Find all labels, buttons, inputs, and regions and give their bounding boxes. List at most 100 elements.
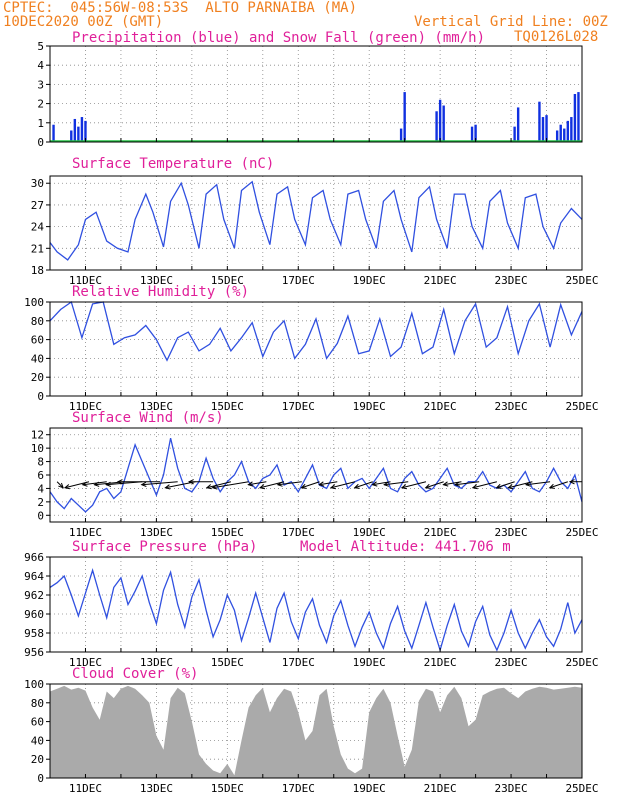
x-tick-label: 21DEC xyxy=(424,400,457,413)
wind-arrow-head xyxy=(58,482,64,489)
wind-arrow xyxy=(140,481,178,487)
x-tick-label: 15DEC xyxy=(211,782,244,795)
x-tick-label: 19DEC xyxy=(353,274,386,287)
y-tick-label: 20 xyxy=(31,371,44,384)
x-tick-label: 15DEC xyxy=(211,526,244,539)
y-tick-label: 0 xyxy=(37,509,44,522)
wind-arrow xyxy=(116,479,160,485)
y-tick-label: 24 xyxy=(31,221,45,234)
header-code: TQ0126L028 xyxy=(514,29,599,45)
x-tick-label: 11DEC xyxy=(69,274,102,287)
y-tick-label: 2 xyxy=(37,496,44,509)
panel-title: Surface Pressure (hPa) xyxy=(72,539,257,555)
y-tick-label: 20 xyxy=(31,753,44,766)
plot-frame xyxy=(49,301,583,397)
y-tick-label: 5 xyxy=(37,40,44,53)
x-tick-label: 21DEC xyxy=(424,782,457,795)
x-tick-label: 25DEC xyxy=(565,274,598,287)
header-line2-right: Vertical Grid Line: 00Z xyxy=(414,14,608,30)
wind-arrow xyxy=(383,481,409,487)
wind-arrow-head xyxy=(205,484,212,490)
wind-arrow-head xyxy=(63,484,71,490)
precip-bar xyxy=(577,92,580,142)
y-tick-label: 27 xyxy=(31,199,44,212)
y-tick-label: 964 xyxy=(24,570,44,583)
wind-arrow-shaft xyxy=(141,481,178,486)
x-tick-label: 13DEC xyxy=(140,656,173,669)
wind-arrow-shaft xyxy=(472,481,498,489)
precip-bar xyxy=(438,99,442,142)
x-tick-label: 23DEC xyxy=(495,274,528,287)
series-line xyxy=(49,568,583,653)
wind-arrow-shaft xyxy=(455,481,480,486)
x-tick-label: 21DEC xyxy=(424,526,457,539)
precip-bar xyxy=(435,111,438,142)
header-line1: CPTEC: 045:56W-08:53S ALTO PARNAIBA (MA) xyxy=(3,0,358,16)
wind-arrow-head xyxy=(300,483,307,489)
x-tick-label: 15DEC xyxy=(211,400,244,413)
plot-frame xyxy=(49,45,583,143)
y-tick-label: 40 xyxy=(31,352,44,365)
wind-arrow-shaft xyxy=(425,481,444,489)
x-tick-label: 17DEC xyxy=(282,782,315,795)
wind-arrow-head xyxy=(424,483,431,489)
y-tick-label: 80 xyxy=(31,697,44,710)
wind-arrow-head xyxy=(568,479,575,485)
wind-arrow xyxy=(524,481,551,487)
panel-0: 0 1 2 3 4 5 Precipitation (blue) and Snow Fall… xyxy=(37,30,583,149)
x-tick-label: 13DEC xyxy=(140,400,173,413)
panel-5: 0 20 40 60 80 100 11DEC 13DEC 15DEC 17DEC 19DEC 21D… xyxy=(24,666,598,795)
wind-arrow-head xyxy=(318,481,325,487)
wind-arrow-shaft xyxy=(496,481,515,489)
x-tick-label: 23DEC xyxy=(495,656,528,669)
wind-arrow-head xyxy=(524,481,531,487)
wind-arrow-head xyxy=(442,481,449,487)
wind-arrow xyxy=(247,481,267,487)
wind-arrow-shaft xyxy=(277,481,302,486)
y-tick-label: 6 xyxy=(37,469,44,482)
precip-bar xyxy=(84,120,87,142)
wind-arrow xyxy=(424,481,444,489)
precip-bar xyxy=(563,128,566,142)
wind-arrow-shaft xyxy=(401,481,427,489)
y-tick-label: 10 xyxy=(31,442,44,455)
y-tick-label: 8 xyxy=(37,456,44,469)
precip-bar xyxy=(573,94,577,142)
precip-bar xyxy=(399,128,403,142)
plot-frame xyxy=(49,683,583,779)
y-tick-label: 60 xyxy=(31,716,44,729)
wind-arrow xyxy=(329,481,356,490)
x-tick-label: 19DEC xyxy=(353,400,386,413)
y-tick-label: 956 xyxy=(24,646,44,659)
y-tick-label: 18 xyxy=(31,264,44,277)
wind-arrow-head xyxy=(187,479,194,485)
wind-arrow-head xyxy=(383,481,390,487)
y-tick-label: 0 xyxy=(37,390,44,403)
panel-1: 18 21 24 27 30 11DEC 13DEC 15DEC 17DEC 19DEC 21DEC… xyxy=(31,156,599,287)
wind-arrow-head xyxy=(105,481,112,487)
y-tick-label: 3 xyxy=(37,78,44,91)
precip-bar xyxy=(70,130,73,142)
x-tick-label: 11DEC xyxy=(69,400,102,413)
wind-arrow-head xyxy=(81,481,88,487)
x-tick-label: 11DEC xyxy=(69,526,102,539)
x-tick-label: 23DEC xyxy=(495,526,528,539)
wind-arrow-head xyxy=(495,483,502,489)
y-tick-label: 4 xyxy=(37,59,44,72)
x-tick-label: 15DEC xyxy=(211,656,244,669)
wind-arrow-head xyxy=(400,484,407,490)
wind-arrow-shaft xyxy=(248,481,267,486)
precip-bar xyxy=(77,126,80,142)
wind-arrow-head xyxy=(140,481,147,487)
precip-bar xyxy=(470,126,474,142)
precip-bar xyxy=(570,117,573,142)
wind-arrow-shaft xyxy=(319,481,338,486)
wind-arrow-head xyxy=(93,481,100,487)
y-tick-label: 4 xyxy=(37,482,44,495)
series-line xyxy=(49,180,583,261)
precip-bar xyxy=(474,124,477,142)
wind-arrow-head xyxy=(116,479,123,485)
x-tick-label: 11DEC xyxy=(69,656,102,669)
